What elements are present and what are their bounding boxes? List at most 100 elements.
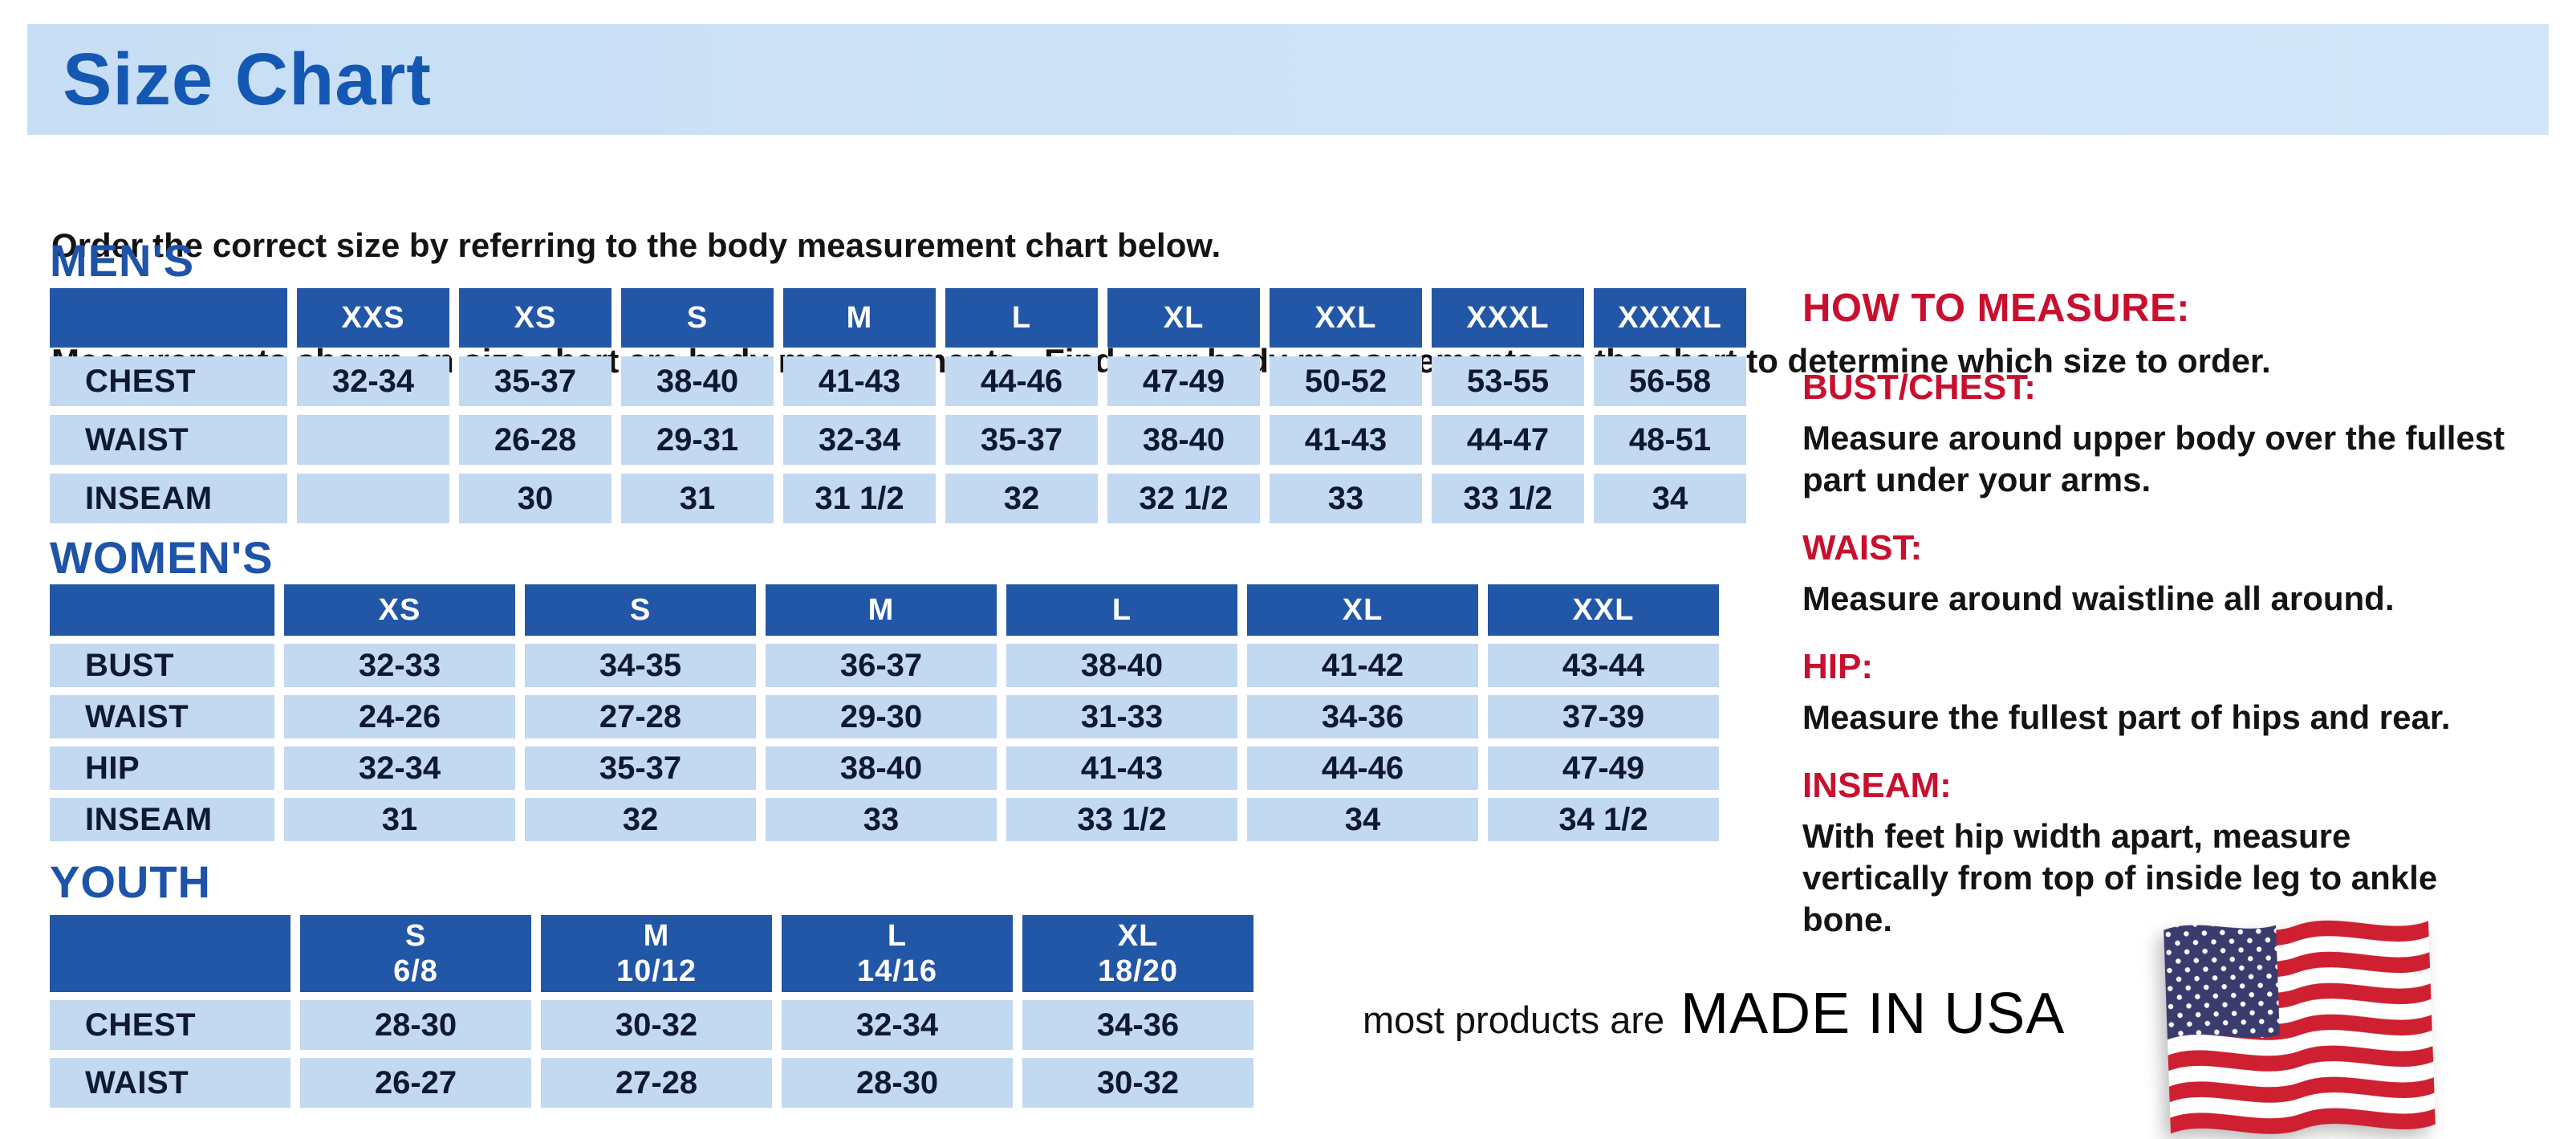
measurement-cell: 32-34 bbox=[782, 1000, 1013, 1050]
measurement-cell: 56-58 bbox=[1594, 356, 1746, 406]
size-column-header: XS bbox=[284, 584, 515, 636]
mens-section-heading: MEN'S bbox=[50, 235, 195, 286]
measurement-cell: 30-32 bbox=[1022, 1058, 1253, 1108]
measurement-cell: 41-42 bbox=[1247, 644, 1478, 687]
measure-item-label: HIP: bbox=[1802, 647, 1873, 686]
measurement-cell: 34-36 bbox=[1022, 1000, 1253, 1050]
size-column-header: XS bbox=[459, 288, 611, 348]
size-header-row: XS S M L XL XXL bbox=[50, 584, 1719, 636]
measurement-row: INSEAM 31 32 33 33 1/2 34 34 1/2 bbox=[50, 798, 1719, 841]
measurement-row: CHEST 32-34 35-37 38-40 41-43 44-46 47-49 50-52… bbox=[50, 356, 1746, 406]
size-column-header: S bbox=[621, 288, 774, 348]
size-column-header: XXL bbox=[1488, 584, 1719, 636]
measurement-cell: 32-33 bbox=[284, 644, 515, 687]
how-to-measure-panel: HOW TO MEASURE: BUST/CHEST: Measure arou… bbox=[1802, 286, 2573, 941]
size-column-header: XXXXL bbox=[1594, 288, 1746, 348]
measurement-row: WAIST 26-28 29-31 32-34 35-37 38-40 41-43 44-47… bbox=[50, 415, 1746, 465]
measurement-cell: 33 1/2 bbox=[1006, 798, 1237, 841]
womens-size-table: XS S M L XL XXL BUST 32-33 34-35 36-37 38-40 41-42 4… bbox=[40, 576, 1729, 849]
size-column-header: XL 18/20 bbox=[1022, 915, 1253, 992]
youth-section-heading: YOUTH bbox=[50, 856, 211, 907]
measurement-row: WAIST 24-26 27-28 29-30 31-33 34-36 37-39 bbox=[50, 695, 1719, 738]
size-column-header: L bbox=[945, 288, 1098, 348]
row-label: HIP bbox=[50, 746, 274, 790]
measurement-cell: 32 1/2 bbox=[1107, 474, 1260, 523]
measure-item-label: WAIST: bbox=[1802, 528, 1923, 567]
corner-header-cell bbox=[50, 915, 291, 992]
measurement-cell: 30-32 bbox=[541, 1000, 772, 1050]
measurement-cell: 38-40 bbox=[1006, 644, 1237, 687]
measurement-cell: 44-46 bbox=[945, 356, 1098, 406]
measurement-row: CHEST 28-30 30-32 32-34 34-36 bbox=[50, 1000, 1253, 1050]
size-column-header: XXXL bbox=[1432, 288, 1584, 348]
size-column-header: M bbox=[783, 288, 936, 348]
measurement-cell: 32-34 bbox=[297, 356, 449, 406]
row-label: WAIST bbox=[50, 695, 274, 738]
measurement-cell: 29-31 bbox=[621, 415, 774, 465]
measurement-cell: 34-36 bbox=[1247, 695, 1478, 738]
size-column-header: L 14/16 bbox=[782, 915, 1013, 992]
measure-item-label: BUST/CHEST: bbox=[1802, 368, 2036, 407]
measurement-cell: 41-43 bbox=[1270, 415, 1422, 465]
measurement-cell: 50-52 bbox=[1270, 356, 1422, 406]
page-title: Size Chart bbox=[63, 38, 432, 120]
size-column-header: XXS bbox=[297, 288, 449, 348]
measurement-row: INSEAM 30 31 31 1/2 32 32 1/2 33 33 1/2 34 bbox=[50, 474, 1746, 523]
size-column-header: S bbox=[525, 584, 756, 636]
size-header-row: XXS XS S M L XL XXL XXXL XXXXL bbox=[50, 288, 1746, 348]
measurement-cell: 32-34 bbox=[284, 746, 515, 790]
measurement-row: WAIST 26-27 27-28 28-30 30-32 bbox=[50, 1058, 1253, 1108]
size-column-header: XXL bbox=[1270, 288, 1422, 348]
made-in-usa-line: most products are MADE IN USA bbox=[1363, 981, 2065, 1047]
made-in-usa-text: MADE IN USA bbox=[1680, 982, 2066, 1046]
measurement-cell: 47-49 bbox=[1488, 746, 1719, 790]
size-column-header: S 6/8 bbox=[300, 915, 531, 992]
size-column-header: XL bbox=[1247, 584, 1478, 636]
size-column-header: M bbox=[766, 584, 997, 636]
measurement-cell: 41-43 bbox=[1006, 746, 1237, 790]
row-label: WAIST bbox=[50, 415, 287, 465]
measurement-cell: 26-27 bbox=[300, 1058, 531, 1108]
measurement-cell: 35-37 bbox=[525, 746, 756, 790]
measurement-cell: 48-51 bbox=[1594, 415, 1746, 465]
measurement-cell: 26-28 bbox=[459, 415, 611, 465]
measurement-cell: 47-49 bbox=[1107, 356, 1260, 406]
measurement-cell: 33 bbox=[766, 798, 997, 841]
corner-header-cell bbox=[50, 288, 287, 348]
how-to-measure-title: HOW TO MEASURE: bbox=[1802, 287, 2190, 330]
row-label: INSEAM bbox=[50, 798, 274, 841]
row-label: INSEAM bbox=[50, 474, 287, 523]
us-flag-icon bbox=[2163, 917, 2436, 1138]
row-label: CHEST bbox=[50, 356, 287, 406]
measurement-cell: 38-40 bbox=[621, 356, 774, 406]
footer-prefix: most products are bbox=[1363, 999, 1665, 1041]
row-label: WAIST bbox=[50, 1058, 291, 1108]
measurement-row: HIP 32-34 35-37 38-40 41-43 44-46 47-49 bbox=[50, 746, 1719, 790]
measurement-cell: 33 1/2 bbox=[1432, 474, 1584, 523]
measure-item-label: INSEAM: bbox=[1802, 766, 1952, 805]
measurement-cell: 38-40 bbox=[766, 746, 997, 790]
measurement-cell: 41-43 bbox=[783, 356, 936, 406]
measure-item-text: Measure around upper body over the fulle… bbox=[1802, 419, 2505, 498]
intro-line-1: Order the correct size by referring to t… bbox=[51, 226, 1221, 264]
title-banner: Size Chart bbox=[27, 24, 2549, 135]
mens-size-table: XXS XS S M L XL XXL XXXL XXXXL CHEST 32-34 35-37 38-… bbox=[40, 279, 1756, 532]
measurement-cell: 32 bbox=[945, 474, 1098, 523]
size-column-header: XL bbox=[1107, 288, 1260, 348]
measure-item-text: Measure around waistline all around. bbox=[1802, 580, 2395, 617]
measurement-cell: 35-37 bbox=[945, 415, 1098, 465]
measurement-cell: 28-30 bbox=[300, 1000, 531, 1050]
youth-size-table: S 6/8 M 10/12 L 14/16 XL 18/20 CHEST 28-30 30-… bbox=[40, 907, 1263, 1116]
measurement-cell: 53-55 bbox=[1432, 356, 1584, 406]
measurement-cell: 27-28 bbox=[541, 1058, 772, 1108]
measurement-cell: 33 bbox=[1270, 474, 1422, 523]
size-column-header: M 10/12 bbox=[541, 915, 772, 992]
womens-section-heading: WOMEN'S bbox=[50, 532, 274, 583]
measurement-cell: 31 bbox=[284, 798, 515, 841]
size-column-header: L bbox=[1006, 584, 1237, 636]
measurement-cell: 34 bbox=[1247, 798, 1478, 841]
measurement-cell: 43-44 bbox=[1488, 644, 1719, 687]
measurement-cell: 32-34 bbox=[783, 415, 936, 465]
measurement-cell: 35-37 bbox=[459, 356, 611, 406]
